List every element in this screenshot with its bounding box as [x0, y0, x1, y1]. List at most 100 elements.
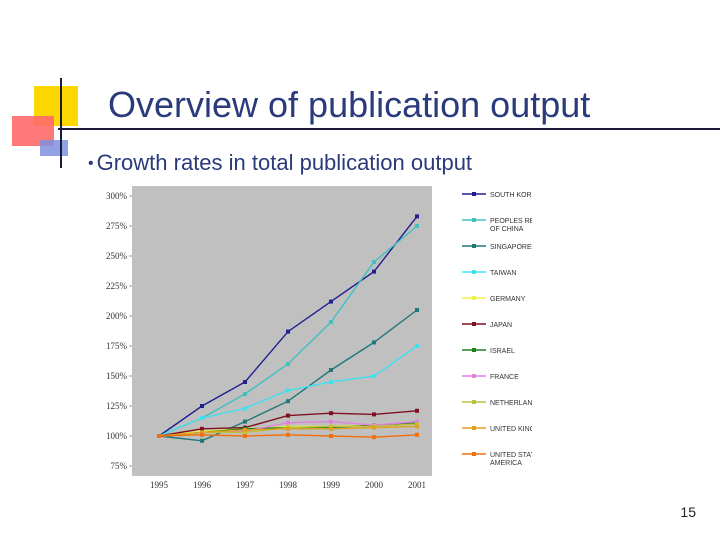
y-tick-label: 300% — [106, 191, 128, 201]
data-point — [286, 388, 290, 393]
data-point — [415, 422, 419, 426]
legend-marker — [472, 452, 476, 456]
y-tick-label: 100% — [106, 431, 128, 441]
legend-label: NETHERLANDS — [490, 400, 532, 407]
data-point — [415, 419, 419, 424]
legend: SOUTH KOREA PEOPLES REPUBLICOF CHINA SINGA… — [462, 192, 532, 467]
x-tick-label: 1999 — [322, 480, 341, 490]
data-point — [329, 424, 333, 429]
data-point — [372, 269, 376, 274]
data-point — [415, 344, 419, 348]
legend-marker — [472, 348, 476, 352]
data-point — [372, 425, 376, 430]
data-point — [329, 299, 333, 304]
y-tick-label: 250% — [106, 251, 128, 261]
legend-label: SINGAPORE — [490, 244, 532, 251]
legend-marker — [472, 426, 476, 430]
data-point — [243, 434, 247, 438]
data-point — [200, 404, 204, 408]
data-point — [329, 368, 333, 372]
data-point — [329, 434, 333, 438]
data-point — [286, 413, 290, 418]
data-point — [243, 392, 247, 396]
data-point — [200, 432, 204, 437]
decor-vertical-line — [60, 78, 62, 168]
data-point — [243, 380, 247, 384]
data-point — [286, 426, 290, 431]
y-tick-label: 125% — [106, 401, 128, 411]
data-point — [200, 416, 204, 420]
legend-marker — [472, 374, 476, 378]
y-tick-label: 150% — [106, 371, 128, 381]
data-point — [243, 419, 247, 424]
legend-marker — [472, 192, 476, 196]
y-tick-label: 275% — [106, 221, 128, 231]
legend-marker — [472, 400, 476, 404]
y-tick-label: 175% — [106, 341, 128, 351]
data-point — [286, 432, 290, 437]
data-point — [329, 380, 333, 384]
data-point — [157, 434, 161, 438]
legend-label-cont: AMERICA — [490, 460, 522, 467]
data-point — [329, 320, 333, 324]
y-tick-label: 225% — [106, 281, 128, 291]
x-tick-label: 2000 — [365, 480, 384, 490]
data-point — [415, 432, 419, 437]
data-point — [415, 214, 419, 219]
bullet-dot-icon: • — [88, 155, 94, 172]
legend-label: SOUTH KOREA — [490, 192, 532, 199]
series-group — [157, 214, 419, 443]
x-tick-label: 1998 — [279, 480, 298, 490]
legend-label: ISRAEL — [490, 348, 515, 355]
legend-marker — [472, 218, 476, 222]
title-underline — [58, 128, 720, 130]
bullet-text: Growth rates in total publication output — [96, 150, 473, 175]
data-point — [415, 408, 419, 413]
y-tick-label: 75% — [111, 461, 128, 471]
decor-square-blue — [40, 140, 68, 156]
legend-label: UNITED KINGDOM — [490, 426, 532, 433]
y-axis: 75% 100% 125% 150% 175% 200% 225% 250% 275% 300% — [106, 191, 132, 471]
data-point — [286, 362, 290, 366]
data-point — [415, 424, 419, 429]
data-point — [329, 419, 333, 424]
legend-label: FRANCE — [490, 374, 519, 381]
legend-marker — [472, 296, 476, 300]
data-point — [286, 420, 290, 425]
y-tick-label: 200% — [106, 311, 128, 321]
legend-marker — [472, 244, 476, 248]
data-point — [243, 430, 247, 435]
legend-label: TAIWAN — [490, 270, 516, 277]
x-tick-label: 1996 — [193, 480, 212, 490]
slide-title: Overview of publication output — [108, 84, 591, 125]
legend-marker — [472, 270, 476, 274]
bullet-item: • Growth rates in total publication outpu… — [88, 150, 472, 176]
data-point — [243, 428, 247, 432]
x-axis: 1995 1996 1997 1998 1999 2000 2001 — [150, 480, 426, 490]
legend-label: PEOPLES REPUBLIC — [490, 218, 532, 225]
x-tick-label: 1997 — [236, 480, 255, 490]
legend-label: UNITED STATES OF — [490, 452, 532, 459]
data-point — [243, 406, 247, 411]
data-point — [372, 435, 376, 440]
data-point — [415, 308, 419, 312]
data-point — [286, 399, 290, 404]
data-point — [372, 412, 376, 417]
data-point — [372, 374, 376, 378]
line-chart: 75%100%125%150%175%200%225%250%275%300% … — [106, 186, 532, 490]
data-point — [415, 224, 419, 228]
data-point — [329, 411, 333, 416]
data-point — [200, 426, 204, 431]
legend-label: GERMANY — [490, 296, 526, 303]
data-point — [200, 430, 204, 435]
x-tick-label: 1995 — [150, 480, 169, 490]
data-point — [372, 260, 376, 264]
data-point — [329, 426, 333, 431]
legend-label-cont: OF CHINA — [490, 226, 524, 233]
page-number: 15 — [680, 504, 696, 520]
data-point — [286, 329, 290, 334]
data-point — [200, 438, 204, 443]
legend-marker — [472, 322, 476, 326]
legend-label: JAPAN — [490, 322, 512, 329]
data-point — [372, 340, 376, 345]
